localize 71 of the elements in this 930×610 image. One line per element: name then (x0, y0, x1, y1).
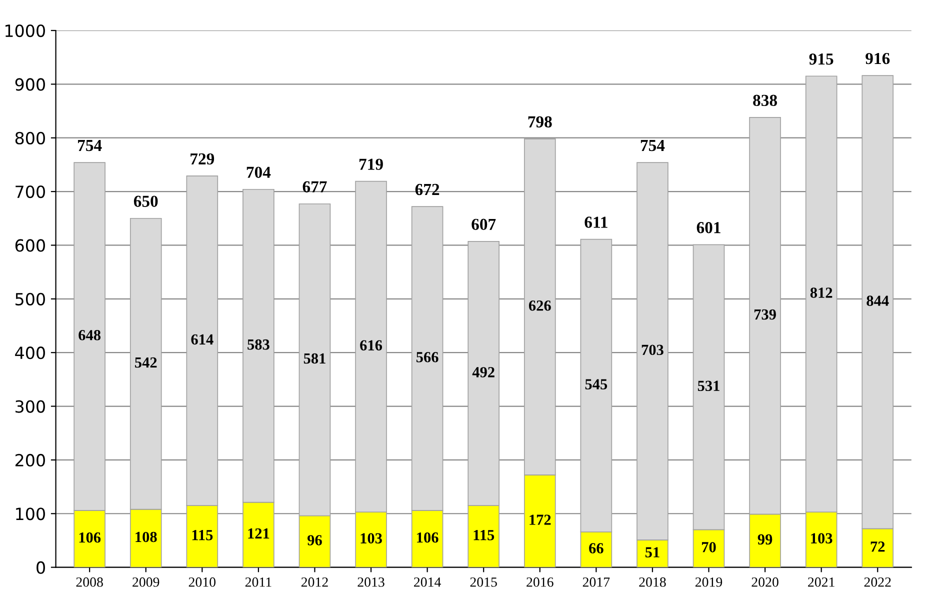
x-tick-label: 2012 (301, 577, 328, 587)
total-label: 754 (640, 140, 665, 152)
x-tick-label: 2008 (76, 577, 103, 587)
data-label: 106 (79, 532, 101, 543)
data-label: 581 (304, 353, 326, 364)
total-label: 729 (190, 153, 214, 165)
data-label: 70 (702, 542, 716, 552)
total-label: 719 (359, 158, 383, 170)
data-label: 96 (308, 535, 322, 546)
data-label: 99 (758, 534, 772, 545)
data-label: 531 (698, 380, 720, 392)
y-tick-label: 100 (16, 508, 45, 520)
total-label: 611 (584, 216, 608, 228)
x-tick-label: 2020 (752, 577, 778, 587)
data-label: 121 (248, 528, 270, 538)
total-label: 838 (753, 94, 777, 106)
x-tick-label: 2017 (582, 577, 610, 587)
total-label: 607 (472, 218, 496, 230)
y-tick-label: 700 (16, 186, 45, 198)
data-label: 566 (416, 352, 438, 362)
x-tick-label: 2022 (864, 577, 891, 587)
total-label: 915 (809, 53, 834, 65)
data-label: 115 (192, 530, 213, 540)
data-label: 614 (191, 334, 214, 345)
y-tick-label: 800 (15, 132, 45, 144)
total-label: 798 (528, 116, 552, 128)
total-label: 650 (134, 196, 158, 207)
total-label: 916 (866, 52, 890, 64)
data-label: 103 (360, 533, 382, 544)
y-tick-label: 400 (15, 346, 45, 360)
data-label: 616 (360, 340, 382, 350)
x-tick-label: 2014 (414, 577, 441, 587)
total-label: 677 (302, 181, 327, 192)
x-tick-label: 2009 (132, 577, 160, 587)
data-label: 72 (870, 542, 885, 552)
data-label: 545 (585, 379, 608, 390)
data-label: 626 (528, 300, 551, 311)
total-label: 601 (696, 222, 720, 234)
total-label: 704 (246, 166, 271, 178)
data-label: 172 (530, 514, 551, 525)
data-label: 115 (474, 530, 494, 540)
x-tick-label: 2013 (358, 577, 384, 587)
x-tick-label: 2016 (526, 577, 554, 587)
x-tick-label: 2011 (245, 577, 272, 587)
data-label: 739 (754, 309, 776, 320)
data-label: 66 (589, 543, 604, 554)
data-label: 812 (810, 288, 832, 298)
data-label: 492 (472, 367, 494, 378)
y-tick-label: 300 (16, 400, 45, 413)
data-label: 583 (248, 339, 270, 350)
y-tick-label: 200 (15, 454, 45, 467)
x-tick-label: 2015 (470, 577, 497, 587)
data-label: 103 (811, 533, 832, 544)
data-label: 844 (866, 296, 889, 306)
y-tick-label: 900 (15, 78, 45, 91)
x-tick-label: 2019 (695, 577, 722, 587)
y-tick-label: 500 (16, 292, 45, 306)
data-label: 51 (645, 547, 660, 558)
y-tick-label: 0 (36, 561, 45, 574)
data-label: 108 (136, 532, 157, 542)
data-label: 106 (417, 532, 438, 543)
total-label: 672 (415, 184, 440, 196)
x-tick-label: 2018 (639, 577, 666, 587)
x-tick-label: 2010 (188, 577, 216, 587)
data-label: 648 (78, 330, 101, 340)
y-tick-label: 600 (15, 239, 45, 252)
data-label: 703 (642, 344, 664, 356)
data-label: 542 (135, 357, 157, 368)
total-label: 754 (78, 140, 102, 152)
y-tick-label: 1000 (5, 24, 45, 38)
x-tick-label: 2021 (808, 577, 834, 587)
